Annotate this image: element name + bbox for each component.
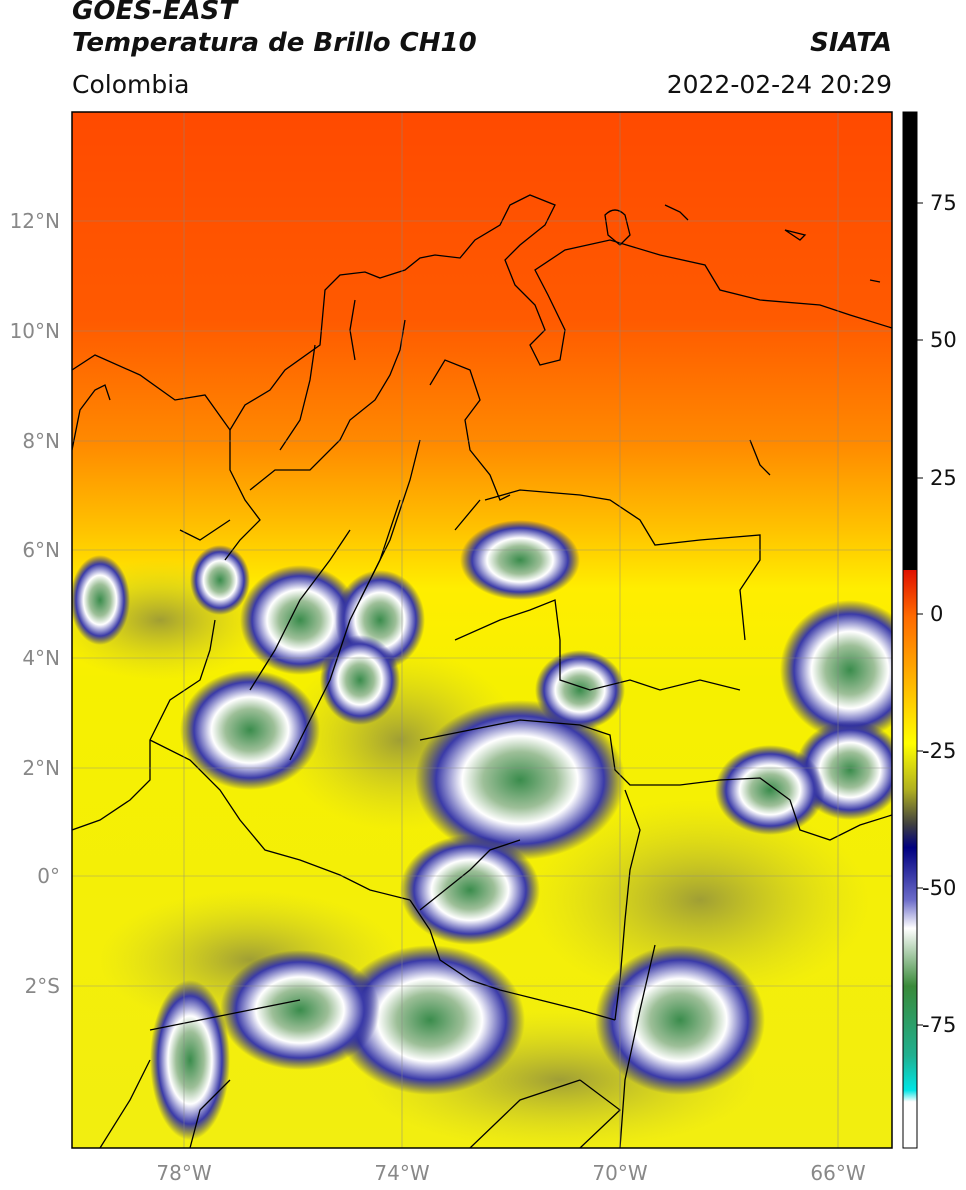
region-label: Colombia — [72, 70, 190, 99]
lon-tick-label: 66°W — [810, 1161, 865, 1185]
lat-tick-label: 4°N — [22, 646, 60, 670]
colorbar-above-range — [903, 112, 917, 570]
longitude-labels: 78°W 74°W 70°W 66°W — [156, 1161, 865, 1185]
colorbar-tick-label: 50 — [930, 328, 957, 352]
lat-tick-label: 8°N — [22, 429, 60, 453]
colorbar-tick-label: 75 — [930, 191, 957, 215]
colorbar-frame — [902, 111, 918, 1149]
product-title: Temperatura de Brillo CH10 — [72, 28, 477, 58]
colorbar-tick-label: -25 — [922, 739, 956, 763]
borders-coastlines — [72, 194, 892, 1148]
colorbar: 75 50 25 0 -25 -50 -75 — [902, 111, 957, 1149]
lat-tick-label: 2°N — [22, 756, 60, 780]
satellite-title: GOES-EAST — [72, 0, 238, 26]
lon-tick-label: 70°W — [592, 1161, 647, 1185]
lat-tick-label: 2°S — [25, 974, 60, 998]
lon-tick-label: 74°W — [374, 1161, 429, 1185]
gridlines — [72, 112, 892, 1148]
organization-label: SIATA — [810, 28, 892, 58]
colorbar-tick-label: 25 — [930, 466, 957, 490]
map-frame — [71, 111, 893, 1149]
colorbar-tick-label: 0 — [930, 602, 943, 626]
lon-tick-label: 78°W — [156, 1161, 211, 1185]
brightness-temperature-field — [72, 112, 892, 1148]
lat-tick-label: 12°N — [10, 209, 60, 233]
colorbar-tick-label: -50 — [922, 876, 956, 900]
colorbar-tick-label: -75 — [922, 1013, 956, 1037]
latitude-labels: 12°N 10°N 8°N 6°N 4°N 2°N 0° 2°S — [10, 209, 60, 998]
lat-tick-label: 10°N — [10, 319, 60, 343]
timestamp-label: 2022-02-24 20:29 — [666, 70, 892, 99]
lat-tick-label: 0° — [37, 864, 60, 888]
colorbar-gradient — [903, 570, 917, 1148]
lat-tick-label: 6°N — [22, 538, 60, 562]
